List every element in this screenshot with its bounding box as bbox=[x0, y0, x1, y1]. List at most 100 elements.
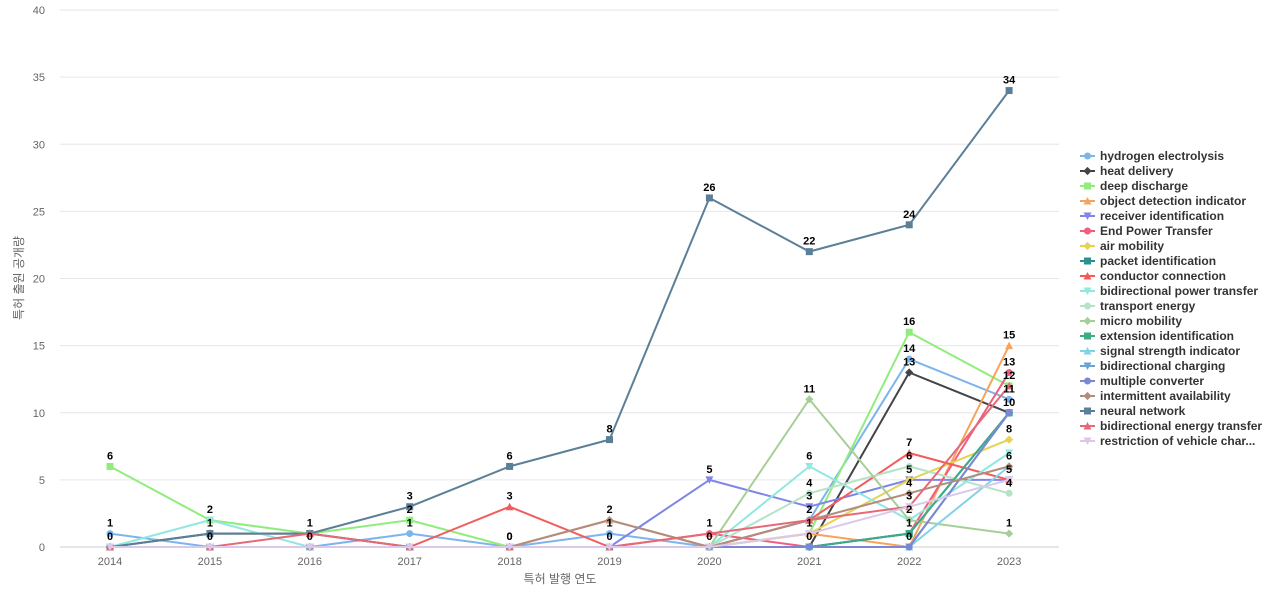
data-label: 1 bbox=[1006, 518, 1012, 530]
legend-symbol bbox=[1083, 316, 1092, 326]
legend-item-restriction-of-vehicle-char[interactable]: restriction of vehicle char... bbox=[1080, 434, 1255, 448]
data-point bbox=[1005, 368, 1013, 376]
legend-item-hydrogen-electrolysis[interactable]: hydrogen electrolysis bbox=[1080, 149, 1224, 163]
legend-label: receiver identification bbox=[1100, 209, 1224, 223]
legend-item-transport-energy[interactable]: transport energy bbox=[1080, 299, 1196, 313]
data-point bbox=[705, 194, 713, 202]
legend-label: micro mobility bbox=[1100, 314, 1182, 328]
legend-item-receiver-identification[interactable]: receiver identification bbox=[1080, 209, 1224, 223]
y-axis-title: 특허 출원 공개량 bbox=[12, 236, 26, 320]
legend-item-multiple-converter[interactable]: multiple converter bbox=[1080, 374, 1204, 388]
legend-label: neural network bbox=[1100, 404, 1186, 418]
data-point bbox=[905, 503, 914, 511]
legend-label: bidirectional charging bbox=[1100, 359, 1225, 373]
legend-label: signal strength indicator bbox=[1100, 344, 1240, 358]
data-label: 5 bbox=[906, 464, 912, 476]
data-label: 1 bbox=[606, 518, 612, 530]
data-label: 0 bbox=[906, 531, 912, 543]
legend-item-micro-mobility[interactable]: micro mobility bbox=[1080, 314, 1182, 328]
data-point bbox=[805, 395, 814, 404]
legend-item-signal-strength-indicator[interactable]: signal strength indicator bbox=[1080, 344, 1240, 358]
data-label: 1 bbox=[706, 518, 712, 530]
data-point bbox=[705, 529, 714, 538]
data-label: 6 bbox=[1006, 450, 1012, 462]
data-point bbox=[405, 543, 414, 551]
legend-label: multiple converter bbox=[1100, 374, 1204, 388]
legend-item-object-detection-indicator[interactable]: object detection indicator bbox=[1080, 194, 1246, 208]
data-label: 1 bbox=[906, 518, 912, 530]
legend-item-packet-identification[interactable]: packet identification bbox=[1080, 254, 1216, 268]
x-axis-title: 특허 발행 연도 bbox=[524, 571, 597, 586]
data-point bbox=[606, 436, 613, 444]
legend-item-conductor-connection[interactable]: conductor connection bbox=[1080, 269, 1226, 283]
series-line bbox=[109, 89, 1011, 548]
legend-label: End Power Transfer bbox=[1100, 224, 1213, 238]
data-label: 16 bbox=[903, 316, 915, 328]
legend-item-air-mobility[interactable]: air mobility bbox=[1080, 239, 1164, 253]
data-label: 0 bbox=[507, 531, 513, 543]
data-label: 6 bbox=[806, 450, 812, 462]
data-point bbox=[1005, 435, 1014, 444]
legend-label: deep discharge bbox=[1100, 179, 1188, 193]
data-point bbox=[905, 530, 913, 538]
legend-symbol bbox=[1083, 391, 1092, 401]
series-deep-discharge bbox=[106, 328, 1013, 551]
data-point bbox=[805, 489, 813, 497]
data-label: 13 bbox=[903, 356, 915, 368]
y-tick-label: 20 bbox=[33, 274, 45, 286]
data-label: 1 bbox=[307, 518, 313, 530]
data-label: 0 bbox=[706, 531, 712, 543]
data-point bbox=[905, 489, 914, 498]
legend-item-neural-network[interactable]: neural network bbox=[1080, 404, 1186, 418]
legend-item-extension-identification[interactable]: extension identification bbox=[1080, 329, 1234, 343]
legend-label: restriction of vehicle char... bbox=[1100, 434, 1255, 448]
data-label: 1 bbox=[207, 518, 213, 530]
legend-label: transport energy bbox=[1100, 299, 1196, 313]
data-label: 3 bbox=[906, 491, 912, 503]
data-point bbox=[1005, 409, 1013, 417]
legend-item-deep-discharge[interactable]: deep discharge bbox=[1080, 179, 1188, 193]
data-point bbox=[905, 475, 914, 484]
data-label: 3 bbox=[407, 491, 413, 503]
data-label: 1 bbox=[407, 518, 413, 530]
x-tick-label: 2022 bbox=[897, 556, 921, 568]
data-point bbox=[805, 248, 813, 256]
legend-symbol bbox=[1083, 422, 1092, 430]
grid-lines bbox=[60, 9, 1059, 481]
legend-item-bidirectional-energy-transfer[interactable]: bidirectional energy transfer bbox=[1080, 419, 1262, 433]
series-line bbox=[109, 478, 1011, 548]
data-point bbox=[1005, 87, 1013, 95]
x-tick-label: 2021 bbox=[797, 556, 821, 568]
legend-symbol bbox=[1083, 272, 1092, 280]
data-point bbox=[905, 355, 913, 363]
data-point bbox=[1005, 449, 1014, 458]
data-point bbox=[705, 476, 714, 484]
x-tick-label: 2023 bbox=[997, 556, 1021, 568]
data-point bbox=[705, 543, 714, 551]
data-label: 0 bbox=[307, 531, 313, 543]
data-label: 13 bbox=[1003, 356, 1015, 368]
data-point bbox=[606, 530, 613, 538]
legend-symbol bbox=[1084, 182, 1091, 190]
data-point bbox=[505, 502, 514, 511]
data-point bbox=[106, 530, 114, 538]
data-point bbox=[905, 221, 913, 229]
legend-symbol bbox=[1083, 437, 1092, 445]
x-tick-label: 2019 bbox=[597, 556, 621, 568]
data-label: 12 bbox=[1003, 370, 1015, 382]
data-point bbox=[805, 462, 814, 471]
legend-item-end-power-transfer[interactable]: End Power Transfer bbox=[1080, 224, 1213, 238]
data-label: 6 bbox=[107, 450, 113, 462]
legend-item-bidirectional-power-transfer[interactable]: bidirectional power transfer bbox=[1080, 284, 1258, 298]
y-tick-label: 40 bbox=[33, 5, 45, 17]
legend-label: heat delivery bbox=[1100, 164, 1174, 178]
data-point bbox=[905, 328, 913, 336]
y-axis-ticks: 0 5 10 15 20 25 30 35 40 bbox=[33, 5, 45, 554]
legend-item-bidirectional-charging[interactable]: bidirectional charging bbox=[1080, 359, 1225, 373]
legend-item-intermittent-availability[interactable]: intermittent availability bbox=[1080, 389, 1231, 403]
data-point bbox=[406, 503, 414, 511]
x-axis-ticks: 2014 2015 2016 2017 2018 2019 2020 2021 2022 2023 bbox=[98, 556, 1022, 568]
data-point bbox=[605, 516, 614, 525]
legend-item-heat-delivery[interactable]: heat delivery bbox=[1080, 164, 1174, 178]
